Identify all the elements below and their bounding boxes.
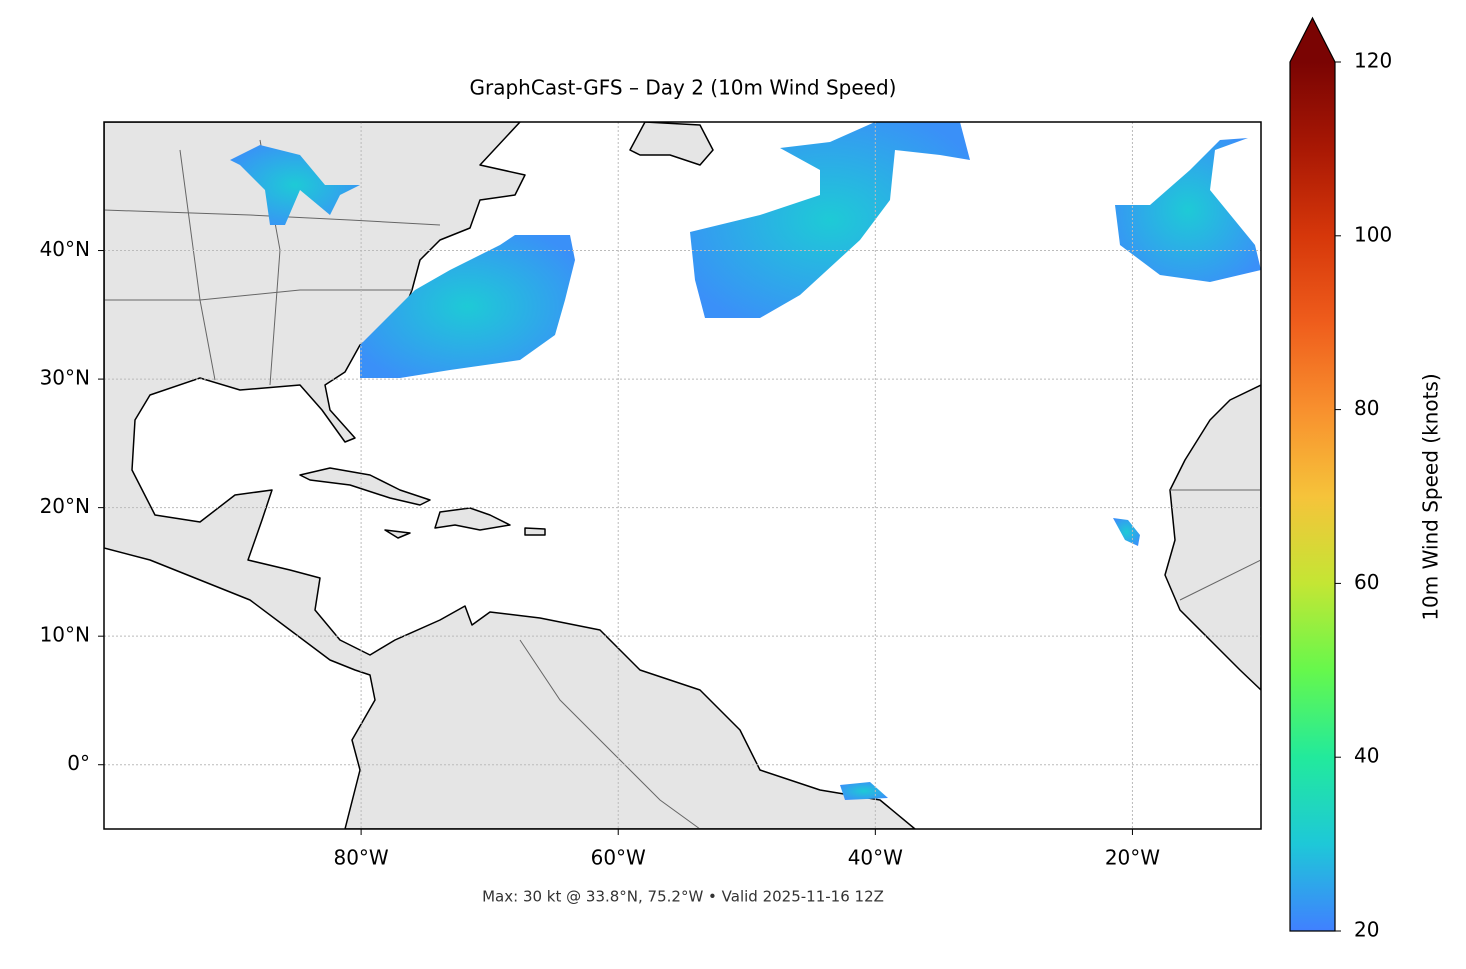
borders	[179, 149, 216, 381]
colorbar-tick-label: 60	[1354, 570, 1379, 594]
cuba	[299, 467, 431, 506]
hispaniola	[434, 507, 511, 531]
map-frame	[103, 121, 1262, 830]
colorbar-tick-label: 80	[1354, 396, 1379, 420]
x-tick-label: 20°W	[1105, 846, 1160, 870]
wind-area	[360, 235, 575, 378]
y-tick-label: 30°N	[40, 366, 90, 390]
y-tick-label: 0°	[67, 751, 90, 775]
y-tick-label: 10°N	[40, 623, 90, 647]
borders	[104, 209, 441, 226]
colorbar-label: 10m Wind Speed (knots)	[1419, 373, 1443, 620]
x-tick-label: 40°W	[848, 846, 903, 870]
colorbar-tick-label: 120	[1354, 49, 1392, 73]
colorbar-tick-label: 100	[1354, 222, 1392, 246]
jamaica	[384, 529, 411, 539]
colorbar-tick-label: 40	[1354, 744, 1379, 768]
colorbar-frame	[1289, 16, 1336, 932]
borders	[104, 289, 412, 301]
wind-area	[690, 122, 970, 318]
map-area	[104, 122, 1261, 829]
wind-area	[1113, 518, 1140, 546]
wind-area	[230, 145, 360, 225]
y-tick-label: 40°N	[40, 237, 90, 261]
borders	[519, 639, 701, 829]
wind-area	[1115, 138, 1261, 282]
borders	[1179, 559, 1261, 601]
caption: Max: 30 kt @ 33.8°N, 75.2°W • Valid 2025…	[482, 888, 884, 906]
chart-title: GraphCast-GFS – Day 2 (10m Wind Speed)	[470, 76, 897, 100]
puerto-rico	[524, 527, 546, 536]
africa	[1164, 384, 1261, 691]
wind-area	[840, 782, 888, 800]
y-tick-label: 20°N	[40, 494, 90, 518]
x-tick-label: 60°W	[591, 846, 646, 870]
colorbar	[1290, 62, 1335, 931]
colorbar-tick-label: 20	[1354, 918, 1379, 942]
colorbar-extend	[1290, 18, 1335, 62]
x-tick-label: 80°W	[333, 846, 388, 870]
